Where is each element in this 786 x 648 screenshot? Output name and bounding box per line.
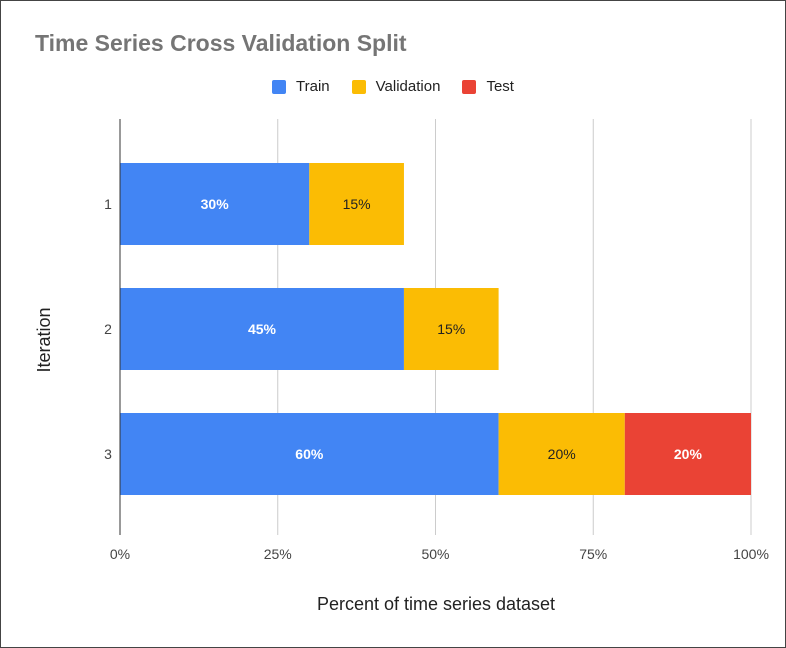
- x-axis-title: Percent of time series dataset: [317, 594, 555, 614]
- x-tick-label: 75%: [579, 546, 607, 562]
- data-label: 20%: [548, 446, 576, 462]
- legend-label-test: Test: [486, 78, 514, 95]
- legend-swatch-validation: [351, 79, 366, 94]
- bar-test-3: [624, 413, 751, 495]
- legend-swatch-train: [272, 79, 287, 94]
- bar-validation-2: [403, 288, 499, 370]
- y-tick-label: 1: [104, 196, 112, 212]
- bar-validation-1: [309, 163, 404, 245]
- data-label: 60%: [295, 446, 324, 462]
- y-tick-label: 2: [104, 321, 112, 337]
- y-axis-title: Iteration: [34, 307, 54, 372]
- bar-train-1: [120, 163, 310, 245]
- chart-legend: Train Validation Test: [0, 78, 786, 95]
- legend-label-validation: Validation: [375, 78, 441, 95]
- legend-item-validation: Validation: [351, 78, 441, 95]
- y-tick-label: 3: [104, 446, 112, 462]
- data-label: 45%: [248, 321, 277, 337]
- x-tick-label: 0%: [110, 546, 130, 562]
- x-tick-label: 100%: [733, 546, 769, 562]
- bar-validation-3: [498, 413, 625, 495]
- legend-label-train: Train: [296, 78, 330, 95]
- data-label: 30%: [201, 196, 230, 212]
- y-tick-labels: 1 2 3: [104, 196, 112, 462]
- bars-group: 30% 15% 45% 15% 60% 20% 20%: [120, 163, 751, 495]
- x-tick-labels: 0% 25% 50% 75% 100%: [110, 546, 769, 562]
- x-tick-label: 50%: [421, 546, 449, 562]
- chart-title: Time Series Cross Validation Split: [35, 30, 407, 56]
- x-tick-label: 25%: [264, 546, 292, 562]
- legend-item-test: Test: [462, 78, 514, 95]
- data-label: 15%: [437, 321, 465, 337]
- bar-train-3: [120, 413, 499, 495]
- legend-swatch-test: [462, 79, 477, 94]
- data-label: 15%: [343, 196, 371, 212]
- bar-train-2: [120, 288, 404, 370]
- data-label: 20%: [674, 446, 703, 462]
- legend-item-train: Train: [272, 78, 330, 95]
